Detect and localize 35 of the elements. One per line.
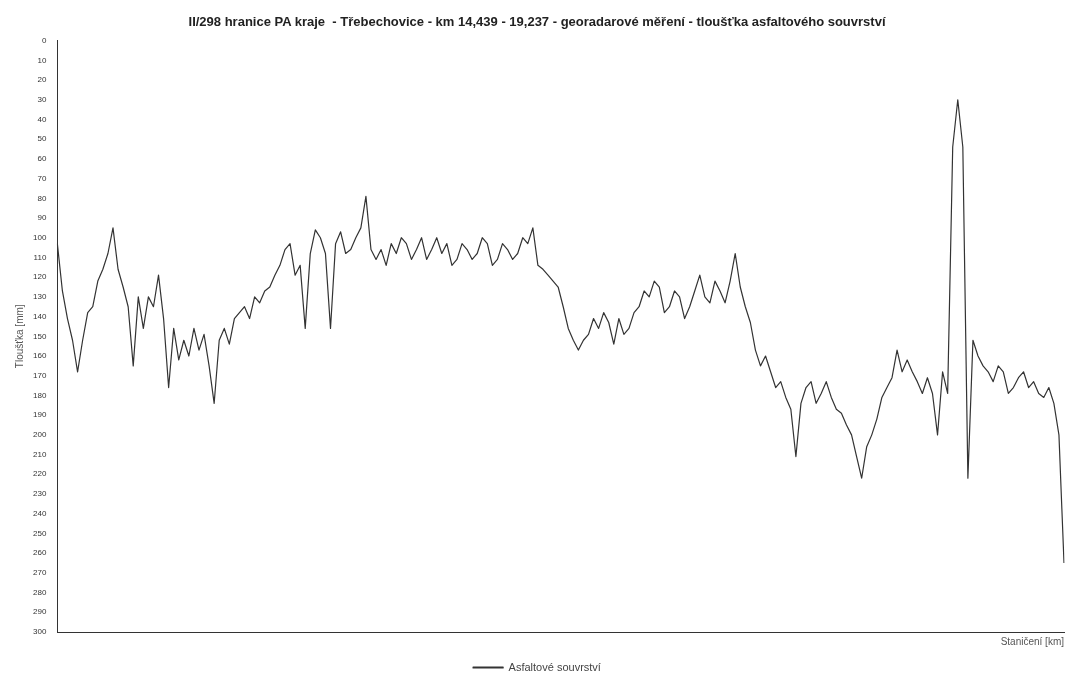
y-tick-label: 210 (32, 449, 47, 459)
y-tick-label: 0 (41, 35, 47, 45)
x-axis-title: Staničení [km] (1000, 635, 1065, 647)
y-tick-label: 220 (32, 469, 47, 479)
y-tick-label: 290 (32, 607, 47, 617)
y-tick-label: 100 (32, 232, 47, 242)
y-tick-label: 230 (32, 489, 47, 499)
y-tick-label: 70 (37, 173, 47, 183)
y-tick-label: 300 (32, 627, 47, 637)
y-tick-label: 80 (37, 193, 47, 203)
y-tick-label: 160 (32, 351, 47, 361)
y-tick-label: 240 (32, 508, 47, 518)
y-tick-label: 190 (32, 410, 47, 420)
y-tick-label: 250 (32, 528, 47, 538)
y-tick-label: 20 (37, 75, 47, 85)
y-tick-label: 50 (37, 134, 47, 144)
y-axis-title: Tloušťka [mm] (13, 304, 25, 369)
y-tick-label: 40 (37, 114, 47, 124)
y-tick-label: 110 (33, 252, 47, 262)
y-tick-label: 10 (37, 55, 47, 65)
chart-title: II/298 hranice PA kraje - Třebechovice - km 14,439 - 19,237 - georadarové měření - tloušťka asfaltového souvrství (188, 14, 886, 30)
y-tick-label: 30 (37, 94, 47, 104)
y-tick-label: 150 (32, 331, 47, 341)
y-tick-label: 170 (32, 370, 47, 380)
y-tick-label: 180 (32, 390, 47, 400)
y-tick-label: 200 (32, 430, 47, 440)
y-tick-label: 130 (32, 292, 47, 302)
y-tick-label: 120 (32, 272, 47, 282)
y-tick-label: 140 (32, 311, 47, 321)
legend-label: Asfaltové souvrství (508, 660, 601, 673)
y-tick-label: 270 (32, 568, 47, 578)
y-tick-label: 90 (37, 213, 47, 223)
y-tick-label: 260 (32, 548, 47, 558)
y-tick-label: 280 (32, 587, 47, 597)
y-tick-label: 60 (37, 154, 47, 164)
